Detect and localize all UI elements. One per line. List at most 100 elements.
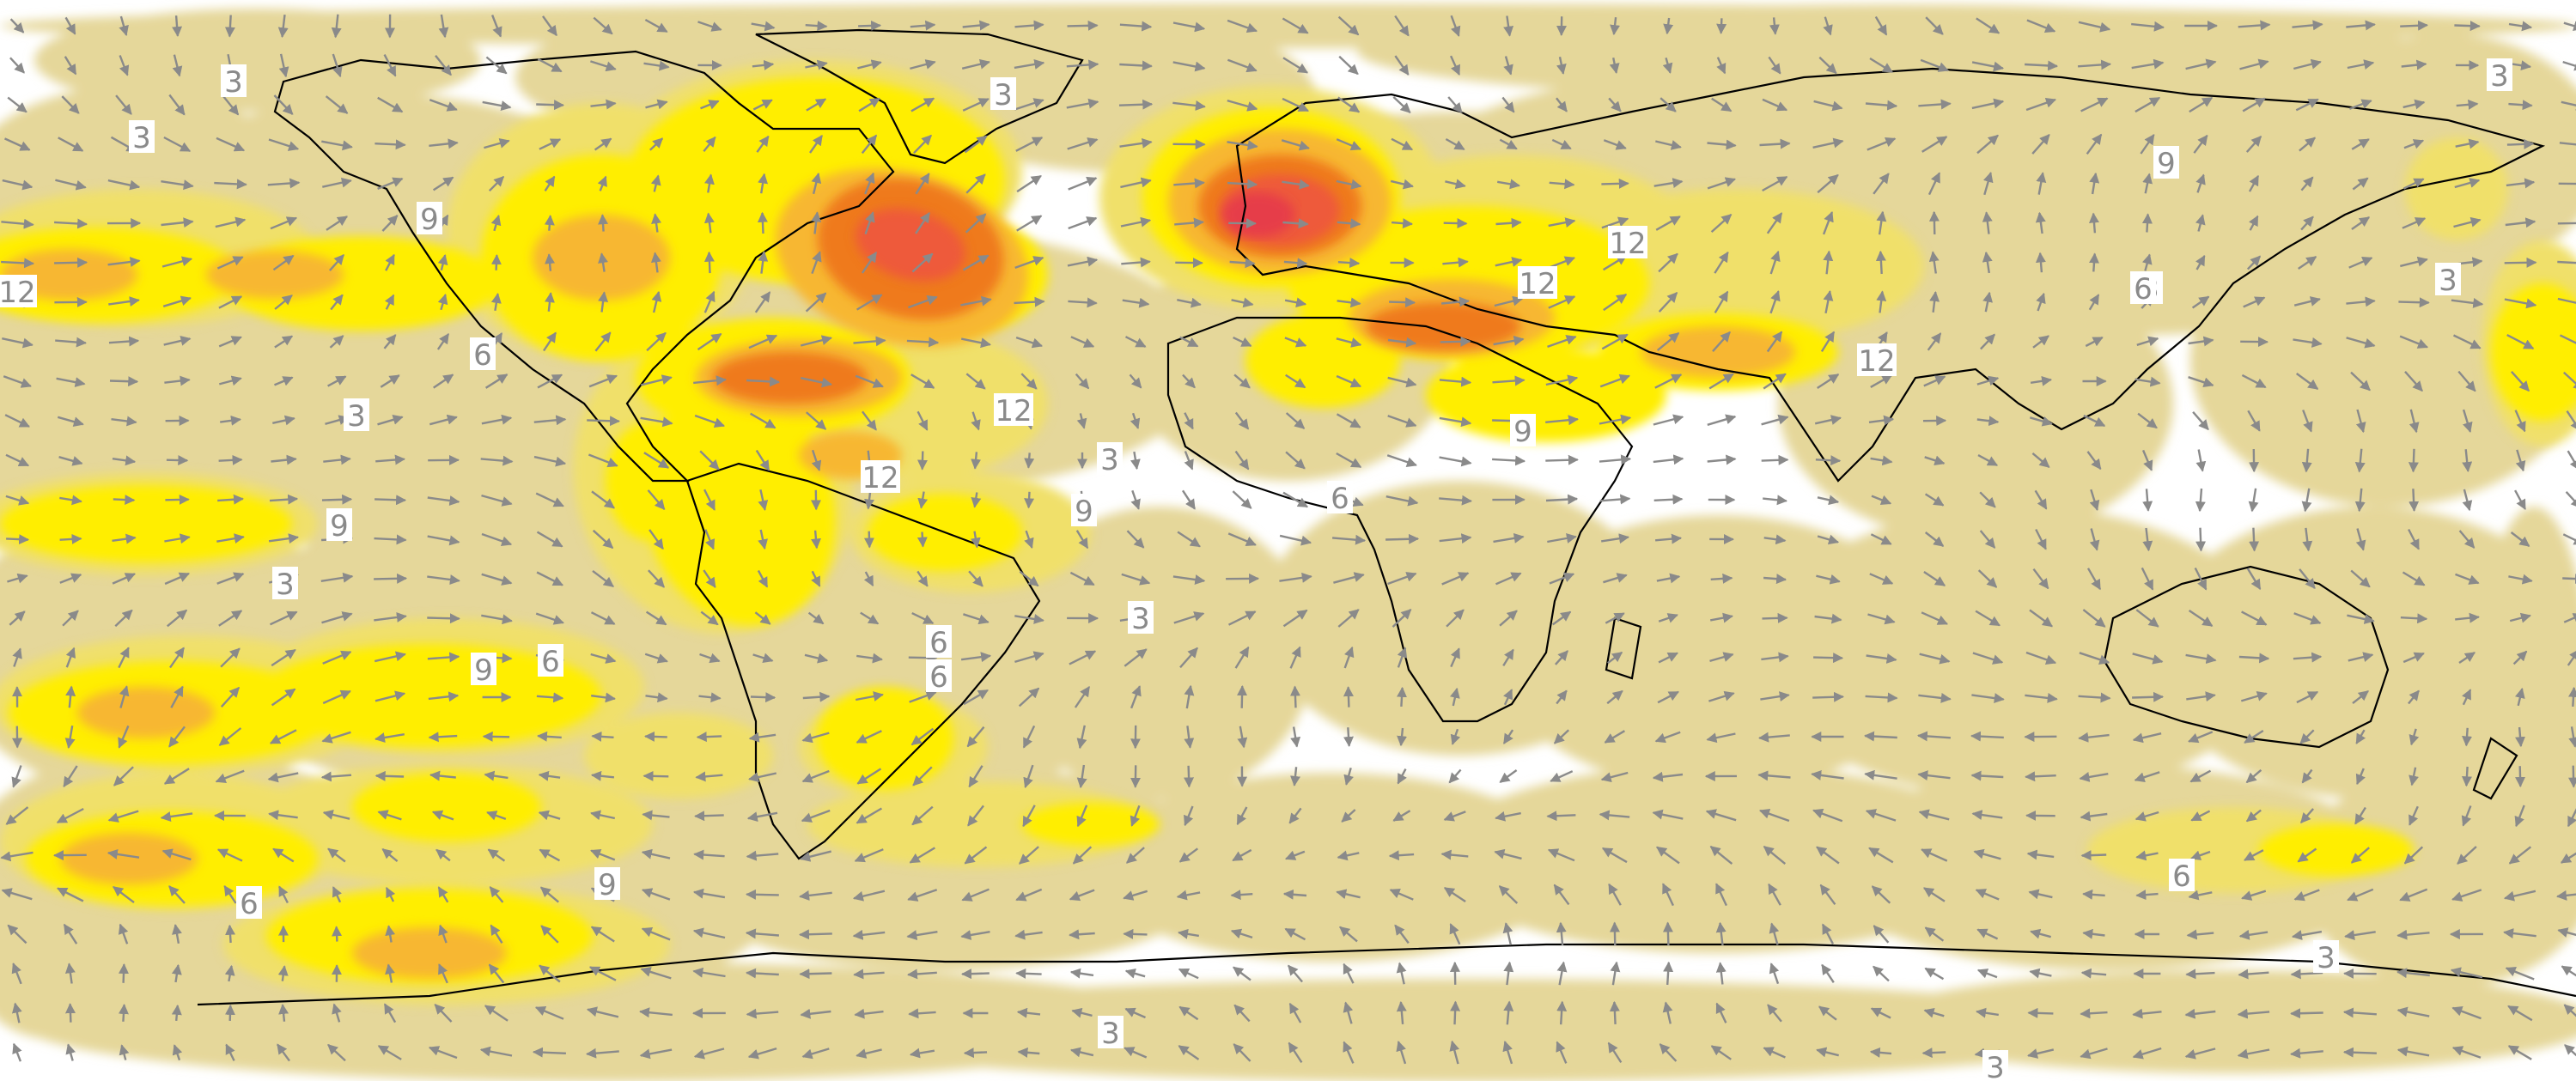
wind-arrow [590, 99, 617, 110]
wind-arrow [381, 847, 399, 863]
wind-arrow [2400, 256, 2428, 268]
contour-label: 3 [344, 398, 369, 434]
wind-arrow [1766, 212, 1783, 234]
wind-arrow [2189, 96, 2214, 113]
wind-arrow [1234, 450, 1250, 471]
wind-arrow [1868, 415, 1895, 426]
wind-arrow [1653, 178, 1684, 188]
wind-arrow [1545, 415, 1579, 426]
wind-arrow [1450, 647, 1460, 668]
wind-arrow [1443, 218, 1468, 229]
wind-arrow [1290, 767, 1300, 786]
wind-arrow [4, 137, 31, 151]
wind-arrow [1385, 533, 1420, 544]
wind-arrow [217, 494, 244, 505]
wind-arrow [746, 889, 779, 900]
wind-arrow [1600, 771, 1629, 783]
wind-arrow [65, 647, 76, 668]
wind-arrow [2562, 533, 2576, 545]
wind-arrow [374, 573, 408, 584]
wind-arrow [1652, 771, 1684, 782]
wind-arrow [1812, 808, 1843, 823]
wind-arrow [2512, 650, 2528, 665]
wind-arrow [966, 726, 985, 748]
wind-arrow [1874, 15, 1888, 36]
wind-arrow [2195, 449, 2207, 472]
wind-arrow [2354, 806, 2366, 825]
wind-arrow [1918, 692, 1952, 703]
wind-arrow [2458, 530, 2476, 549]
wind-arrow [1818, 56, 1837, 75]
contour-label: 3 [272, 567, 298, 602]
wind-arrow [1495, 217, 1522, 228]
wind-arrow [431, 810, 454, 821]
wind-arrow [694, 414, 726, 428]
contour-label: 12 [1608, 226, 1647, 261]
wind-arrow [758, 251, 769, 274]
wind-arrow [2246, 568, 2262, 591]
wind-arrow [2242, 97, 2266, 112]
coastline-segment [755, 28, 1084, 165]
wind-arrow [2402, 178, 2425, 190]
wind-arrow [704, 173, 715, 193]
wind-arrow [2299, 137, 2317, 152]
wind-arrow [964, 135, 988, 154]
wind-arrow [160, 811, 193, 823]
wind-arrow [57, 416, 84, 428]
wind-arrow [1387, 337, 1417, 348]
wind-arrow [1714, 290, 1729, 313]
contour-label: 3 [1097, 442, 1123, 477]
wind-arrow [427, 535, 460, 546]
wind-arrow [1707, 454, 1737, 465]
wind-arrow [1769, 250, 1781, 275]
wind-arrow [1023, 764, 1034, 789]
wind-arrow [962, 98, 990, 112]
wind-arrow [858, 20, 882, 31]
wind-arrow [1979, 530, 1996, 549]
wind-arrow [2295, 98, 2319, 112]
wind-arrow [2462, 449, 2473, 472]
wind-arrow [2561, 100, 2576, 111]
wind-arrow [2350, 371, 2371, 392]
wind-arrow [1341, 809, 1356, 823]
wind-arrow [216, 572, 245, 585]
wind-arrow [1814, 613, 1842, 624]
wind-arrow [2515, 449, 2526, 472]
wind-arrow [757, 211, 768, 234]
wind-arrow [216, 533, 245, 544]
shading-band-21 [1222, 192, 1294, 237]
wind-arrow [163, 336, 192, 346]
wind-arrow [1871, 495, 1892, 505]
wind-arrow [1439, 495, 1472, 506]
wind-arrow [1, 258, 35, 269]
wind-arrow [856, 768, 882, 785]
wind-arrow [1439, 376, 1472, 387]
wind-arrow [1503, 56, 1513, 76]
wind-arrow [429, 414, 458, 426]
wind-arrow [2188, 376, 2214, 388]
wind-arrow [2086, 568, 2102, 591]
wind-arrow [1076, 764, 1087, 789]
wind-arrow [2025, 97, 2057, 112]
shading-blob-3 [773, 979, 2147, 1081]
wind-arrow [54, 257, 88, 268]
wind-arrow [1119, 21, 1153, 32]
wind-arrow [1549, 179, 1575, 190]
wind-arrow [214, 179, 247, 190]
shading-blob-9 [816, 687, 953, 790]
contour-label-text: 9 [474, 653, 493, 688]
wind-arrow [1653, 454, 1684, 465]
wind-arrow [1928, 210, 1940, 235]
wind-arrow [1547, 335, 1577, 349]
wind-arrow [1282, 218, 1309, 229]
wind-arrow [911, 805, 934, 826]
wind-arrow [1545, 494, 1579, 505]
wind-arrow [480, 455, 514, 466]
wind-arrow [1447, 96, 1463, 113]
wind-arrow [700, 610, 719, 626]
wind-arrow [1177, 531, 1201, 548]
wind-arrow [1553, 729, 1570, 744]
wind-arrow [2080, 97, 2109, 112]
wind-arrow [1982, 251, 1993, 274]
